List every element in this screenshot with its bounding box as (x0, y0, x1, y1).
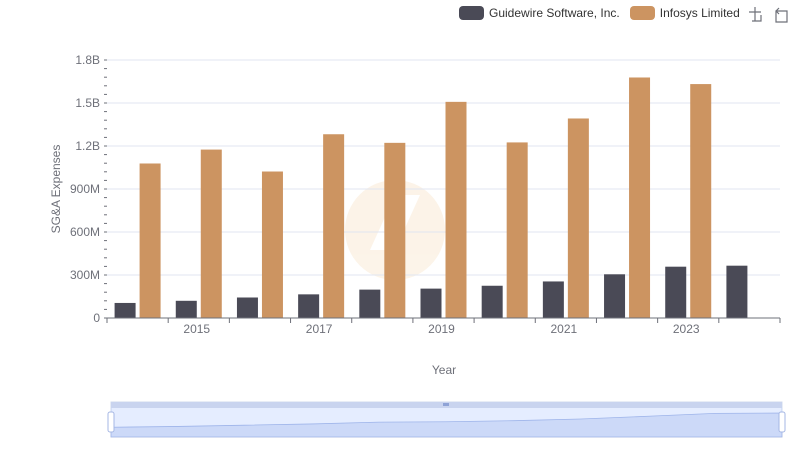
bar-infosys-2019[interactable] (445, 101, 467, 318)
zoom-handle-right[interactable] (778, 411, 786, 433)
x-tick-label: 2019 (428, 322, 455, 336)
bar-guidewire-2020[interactable] (481, 285, 503, 318)
zoom-reset-icon[interactable] (772, 6, 790, 24)
bar-guidewire-2024[interactable] (726, 265, 748, 318)
y-tick-label: 1.8B (75, 53, 100, 67)
bar-guidewire-2023[interactable] (665, 266, 687, 318)
legend-item-guidewire[interactable]: Guidewire Software, Inc. (459, 6, 620, 20)
bar-infosys-2018[interactable] (384, 142, 406, 318)
y-tick-label: 600M (70, 225, 100, 239)
bar-series (114, 77, 748, 318)
bar-guidewire-2014[interactable] (114, 302, 136, 318)
y-tick-label: 1.2B (75, 139, 100, 153)
toolbox (746, 6, 790, 24)
x-tick-label: 2015 (183, 322, 210, 336)
bar-guidewire-2015[interactable] (175, 300, 197, 318)
y-tick-label: 300M (70, 268, 100, 282)
y-tick-label: 0 (93, 311, 100, 325)
bar-guidewire-2017[interactable] (298, 294, 320, 318)
y-axis-title: SG&A Expenses (49, 145, 63, 234)
y-tick-label: 1.5B (75, 96, 100, 110)
bar-guidewire-2016[interactable] (236, 297, 258, 318)
x-tick-label: 2021 (551, 322, 578, 336)
bar-guidewire-2018[interactable] (359, 289, 381, 318)
legend-swatch-infosys (629, 6, 655, 20)
bar-infosys-2014[interactable] (139, 163, 161, 318)
zoom-grip-icon[interactable] (443, 403, 449, 406)
data-zoom-slider[interactable] (107, 401, 786, 438)
bar-guidewire-2021[interactable] (542, 281, 564, 318)
zoom-preview-area (110, 412, 783, 438)
legend-label-infosys: Infosys Limited (659, 6, 740, 20)
bar-infosys-2023[interactable] (690, 84, 712, 318)
y-tick-label: 900M (70, 182, 100, 196)
zoom-select-icon[interactable] (746, 6, 764, 24)
x-axis-title: Year (432, 363, 456, 377)
y-axis-ticks: 0 300M 600M 900M 1.2B 1.5B 1.8B (70, 53, 107, 325)
bar-infosys-2021[interactable] (567, 118, 589, 318)
bar-infosys-2020[interactable] (506, 142, 528, 318)
legend-swatch-guidewire (459, 6, 484, 20)
bar-infosys-2016[interactable] (261, 171, 283, 318)
bar-guidewire-2022[interactable] (604, 274, 626, 318)
x-tick-label: 2017 (306, 322, 333, 336)
x-axis: 2015 2017 2019 2021 2023 (106, 317, 781, 336)
bar-guidewire-2019[interactable] (420, 288, 442, 318)
legend-item-infosys[interactable]: Infosys Limited (629, 6, 740, 20)
bar-infosys-2017[interactable] (323, 134, 345, 318)
x-tick-label: 2023 (673, 322, 700, 336)
bar-infosys-2022[interactable] (629, 77, 651, 318)
bar-infosys-2015[interactable] (200, 149, 222, 318)
zoom-handle-left[interactable] (107, 411, 115, 433)
legend: Guidewire Software, Inc. Infosys Limited (459, 4, 750, 22)
legend-label-guidewire: Guidewire Software, Inc. (489, 6, 620, 20)
